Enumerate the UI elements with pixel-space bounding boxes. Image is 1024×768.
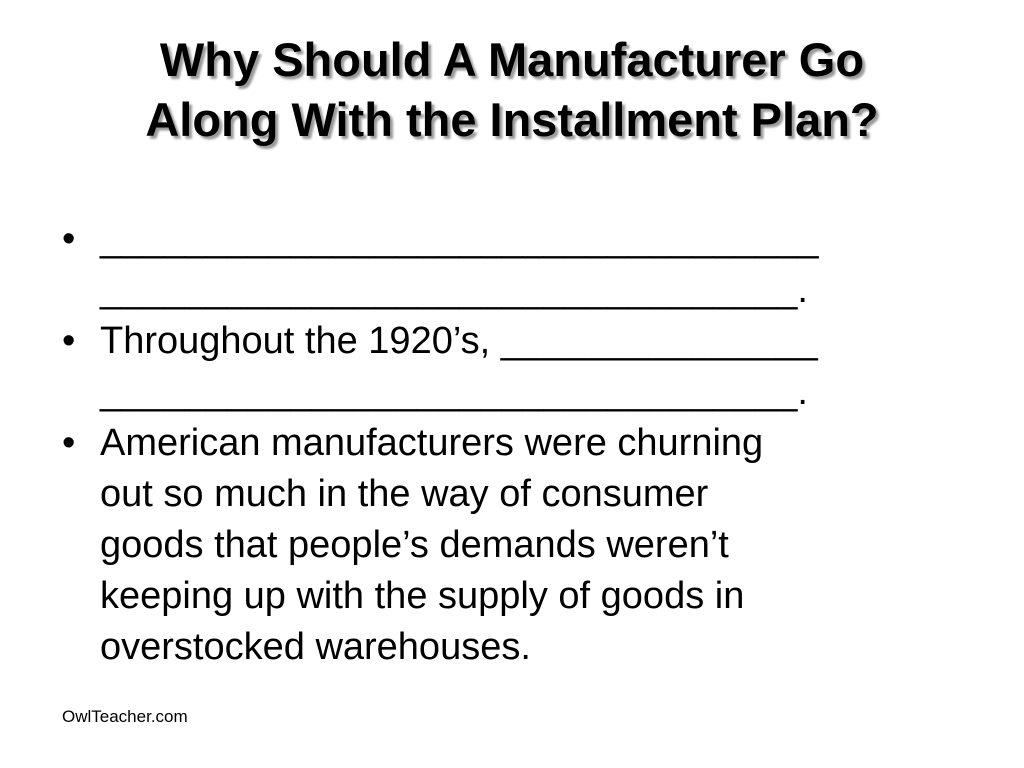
title-line-2: Along With the Installment Plan? — [145, 93, 879, 146]
bullet-item-3: • American manufacturers were churning o… — [62, 418, 992, 673]
bullet-text-line: American manufacturers were churning — [100, 422, 764, 464]
bullet-icon: • — [62, 218, 76, 260]
fill-in-blank-line: __________________________________ — [100, 218, 819, 260]
bullet-item-2: • Throughout the 1920’s, _______________… — [62, 316, 992, 418]
bullet-text-line: out so much in the way of consumer — [100, 473, 709, 515]
title-line-1: Why Should A Manufacturer Go — [159, 33, 865, 86]
bullet-text-line: keeping up with the supply of goods in — [100, 575, 745, 617]
bullet-item-1: • __________________________________ ___… — [62, 214, 992, 316]
bullet-text-line: goods that people’s demands weren’t — [100, 524, 729, 566]
bullet-text-line: Throughout the 1920’s, _______________ — [100, 320, 818, 362]
fill-in-blank-line: _________________________________. — [100, 371, 808, 413]
footer-source: OwlTeacher.com — [62, 707, 188, 726]
fill-in-blank-line: _________________________________. — [100, 269, 808, 311]
bullet-text-line: overstocked warehouses. — [100, 626, 531, 668]
bullet-list: • __________________________________ ___… — [62, 214, 992, 673]
bullet-icon: • — [62, 422, 76, 464]
slide-title: Why Should A Manufacturer Go Along With … — [20, 30, 1004, 150]
bullet-icon: • — [62, 320, 76, 362]
